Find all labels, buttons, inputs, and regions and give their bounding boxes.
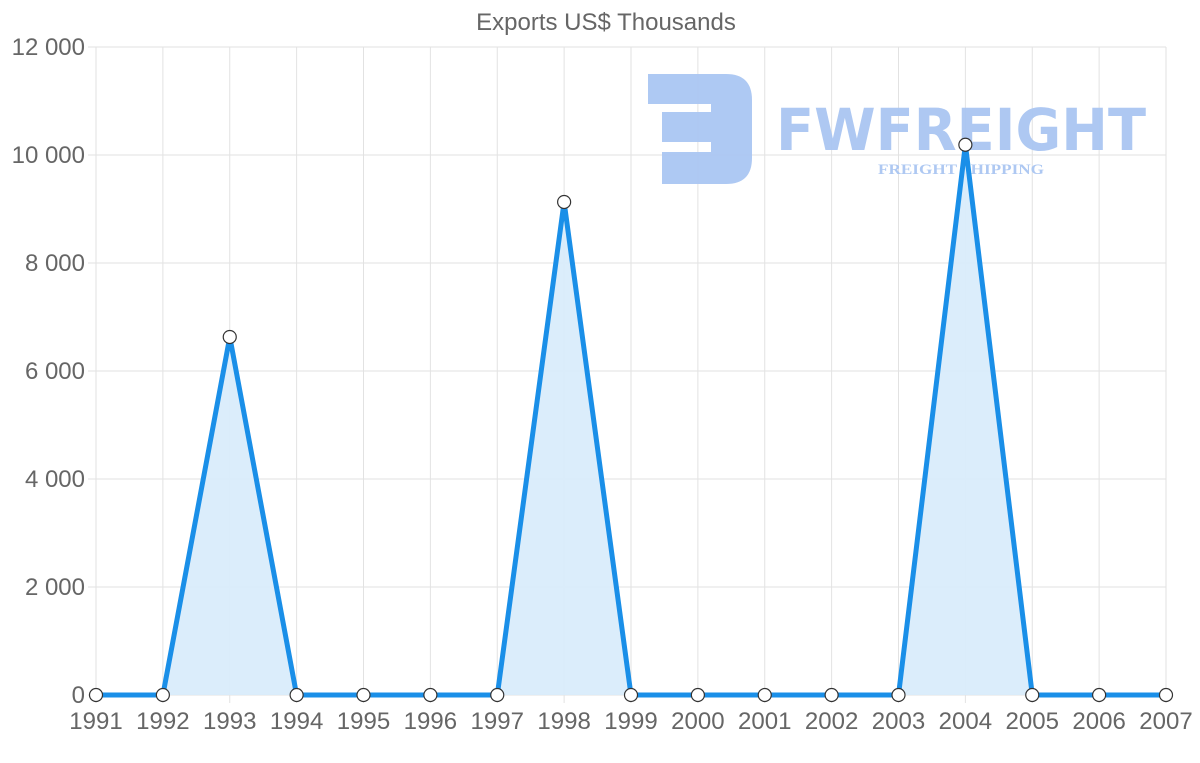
data-point[interactable] <box>356 687 371 703</box>
x-tick-label: 2002 <box>805 708 858 735</box>
x-tick-label: 1992 <box>136 708 189 735</box>
chart-title: Exports US$ Thousands <box>476 9 736 36</box>
data-point[interactable] <box>155 687 170 703</box>
x-gridlines <box>95 47 1167 703</box>
data-point[interactable] <box>88 687 104 703</box>
data-point[interactable] <box>690 687 705 703</box>
y-axis-tick-labels: 0 2 000 4 000 6 000 8 000 10 000 12 000 <box>12 34 85 709</box>
data-point[interactable] <box>490 687 505 703</box>
x-tick-label: 2001 <box>738 708 791 735</box>
data-point[interactable] <box>289 687 304 703</box>
data-point[interactable] <box>222 329 237 345</box>
x-tick-label: 1993 <box>203 708 256 735</box>
y-tick-label: 0 <box>72 682 85 709</box>
data-point[interactable] <box>1092 687 1107 703</box>
data-point[interactable] <box>623 687 639 703</box>
y-tick-label: 12 000 <box>12 34 85 61</box>
y-tick-label: 10 000 <box>12 142 85 169</box>
y-tick-label: 8 000 <box>25 250 85 277</box>
data-point[interactable] <box>891 687 906 703</box>
data-point[interactable] <box>757 687 772 703</box>
x-axis-tick-labels: 1991 1992 1993 1994 1995 1996 1997 1998 1999 2000… <box>69 708 1192 735</box>
x-tick-label: 1997 <box>471 708 524 735</box>
x-tick-label: 1996 <box>404 708 457 735</box>
x-tick-label: 1994 <box>270 708 323 735</box>
data-point[interactable] <box>1158 687 1174 703</box>
data-point[interactable] <box>824 687 839 703</box>
x-tick-label: 2003 <box>872 708 925 735</box>
x-tick-label: 2005 <box>1006 708 1059 735</box>
series-data-points <box>88 137 1174 703</box>
fwfreight-logo-icon <box>648 74 752 184</box>
x-tick-label: 1999 <box>604 708 657 735</box>
watermark-logo: FWFREIGHT FREIGHT SHIPPING <box>648 74 1146 184</box>
x-tick-label: 2000 <box>671 708 724 735</box>
y-tick-label: 2 000 <box>25 574 85 601</box>
data-point[interactable] <box>557 194 572 210</box>
x-tick-label: 1998 <box>537 708 590 735</box>
y-tick-label: 4 000 <box>25 466 85 493</box>
y-tick-label: 6 000 <box>25 358 85 385</box>
series-area-fill <box>96 144 1166 695</box>
x-tick-label: 2006 <box>1072 708 1125 735</box>
data-point[interactable] <box>1025 687 1040 703</box>
data-point[interactable] <box>958 137 973 152</box>
x-tick-label: 2007 <box>1139 708 1192 735</box>
x-tick-label: 2004 <box>939 708 992 735</box>
x-tick-label: 1991 <box>69 708 122 735</box>
watermark-brand-text: FWFREIGHT <box>776 96 1146 164</box>
x-tick-label: 1995 <box>337 708 390 735</box>
data-point[interactable] <box>423 687 438 703</box>
